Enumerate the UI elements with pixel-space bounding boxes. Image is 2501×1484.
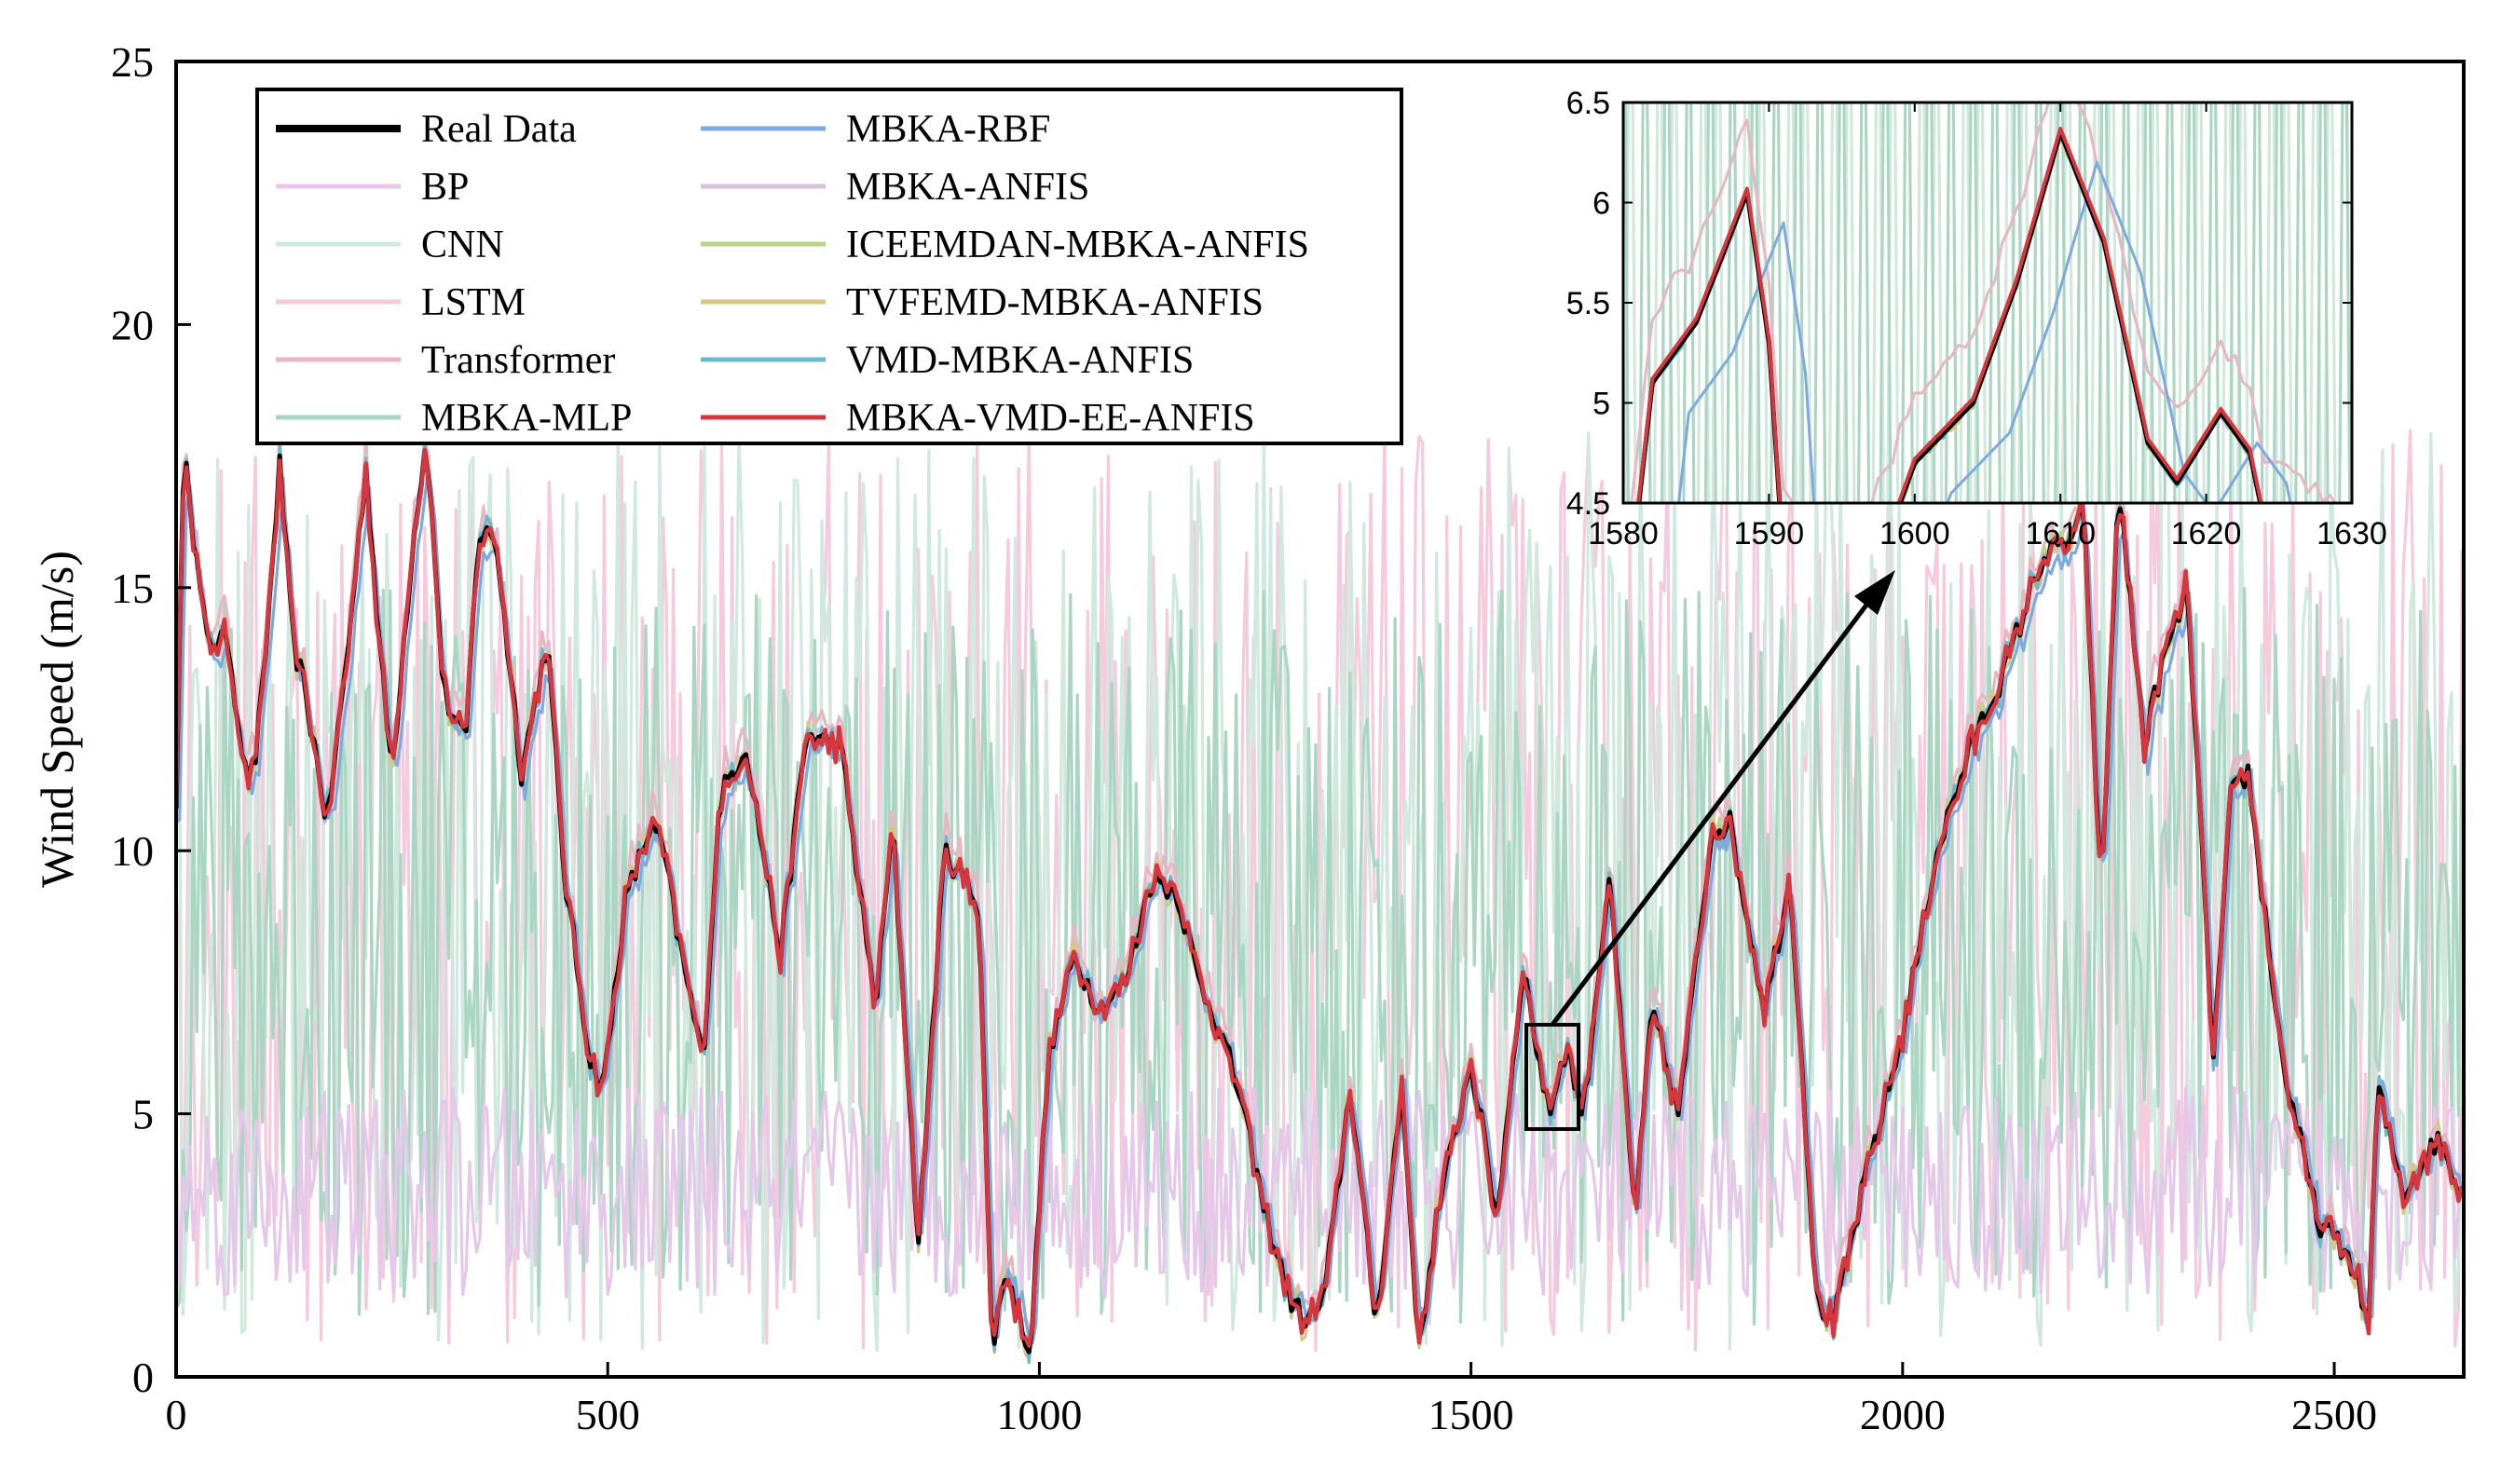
inset-series-line-mbka-rbf (1677, 161, 2292, 503)
x-tick-label: 2500 (2291, 1391, 2377, 1438)
legend-item-mbka-vmd-ee-anfis: MBKA-VMD-EE-ANFIS (701, 397, 1255, 440)
zoom-arrow (1550, 594, 1876, 1027)
legend-label: CNN (421, 224, 504, 266)
legend-item-lstm: LSTM (276, 281, 526, 324)
inset-x-tick-label: 1610 (2025, 516, 2096, 551)
inset-axis-ticks: 1580 1590 1600 1610 1620 1630 4.5 5 5.5 6 6.5 (1566, 86, 2387, 551)
y-tick-label: 25 (111, 38, 154, 86)
inset-x-tick-label: 1590 (1734, 516, 1805, 551)
legend-label: Real Data (421, 108, 577, 151)
x-tick-label: 1000 (996, 1391, 1082, 1438)
legend-box (255, 88, 1403, 445)
legend-item-vmd-mbka-anfis: VMD-MBKA-ANFIS (701, 339, 1194, 382)
legend-item-mbka-mlp: MBKA-MLP (276, 397, 632, 440)
y-axis-label: Wind Speed (m/s) (31, 551, 83, 888)
legend-label: TVFEMD-MBKA-ANFIS (846, 281, 1264, 324)
legend-item-cnn: CNN (276, 224, 504, 266)
legend-label: LSTM (421, 281, 526, 324)
legend-label: MBKA-VMD-EE-ANFIS (846, 397, 1255, 440)
inset-series-line-cnn (1623, 102, 2352, 503)
x-tick-label: 500 (576, 1391, 640, 1438)
inset-series-line-mbka-mlp (1623, 102, 2352, 503)
legend-label: ICEEMDAN-MBKA-ANFIS (846, 224, 1309, 266)
legend-item-bp: BP (276, 166, 469, 209)
inset-x-tick-label: 1620 (2171, 516, 2242, 551)
plot-frame (174, 60, 2466, 1379)
main-axis-ticks: 0 500 1000 1500 2000 2500 0 5 10 15 20 25 (111, 38, 2377, 1438)
x-tick-label: 2000 (1860, 1391, 1946, 1438)
inset-y-tick-label: 4.5 (1566, 486, 1610, 522)
main-series-group (176, 428, 2464, 1365)
x-tick-label: 0 (166, 1391, 187, 1438)
inset-x-tick-label: 1580 (1588, 516, 1659, 551)
legend-item-mbka-rbf: MBKA-RBF (701, 108, 1050, 151)
inset-x-tick-label: 1630 (2316, 516, 2387, 551)
y-tick-label: 10 (111, 827, 154, 875)
series-line-mbka-mlp (176, 587, 2464, 1327)
y-tick-label: 15 (111, 565, 154, 612)
legend-label: MBKA-ANFIS (846, 166, 1089, 209)
legend-item-mbka-anfis: MBKA-ANFIS (701, 166, 1089, 209)
y-tick-label: 0 (132, 1354, 154, 1401)
inset-y-tick-label: 5.5 (1566, 286, 1610, 321)
legend-label: Transformer (421, 339, 615, 382)
inset-x-tick-label: 1600 (1879, 516, 1950, 551)
inset-y-tick-label: 5 (1592, 387, 1610, 422)
legend: Real Data BP CNN LSTM Transformer MBKA-MLP MBK… (255, 88, 1403, 445)
inset-series-line-mbka-vmd-ee-anfis (1636, 127, 2263, 503)
legend-item-tvfemd-mbka-anfis: TVFEMD-MBKA-ANFIS (701, 281, 1264, 324)
zoom-arrowhead (1854, 570, 1895, 615)
x-tick-label: 1500 (1428, 1391, 1514, 1438)
inset-series-line-transformer (1630, 102, 2337, 503)
legend-label: BP (421, 166, 469, 209)
legend-label: VMD-MBKA-ANFIS (846, 339, 1194, 382)
inset-series-group (1623, 102, 2352, 503)
inset-y-tick-label: 6 (1592, 186, 1610, 222)
legend-item-real-data: Real Data (276, 108, 577, 151)
inset-y-tick-label: 6.5 (1566, 86, 1610, 121)
y-tick-label: 20 (111, 301, 154, 348)
legend-label: MBKA-RBF (846, 108, 1050, 151)
legend-item-iceemdan-mbka-anfis: ICEEMDAN-MBKA-ANFIS (701, 224, 1309, 266)
legend-label: MBKA-MLP (421, 397, 632, 440)
legend-item-transformer: Transformer (276, 339, 615, 382)
y-tick-label: 5 (132, 1091, 154, 1138)
series-line-bp (176, 1085, 2464, 1300)
